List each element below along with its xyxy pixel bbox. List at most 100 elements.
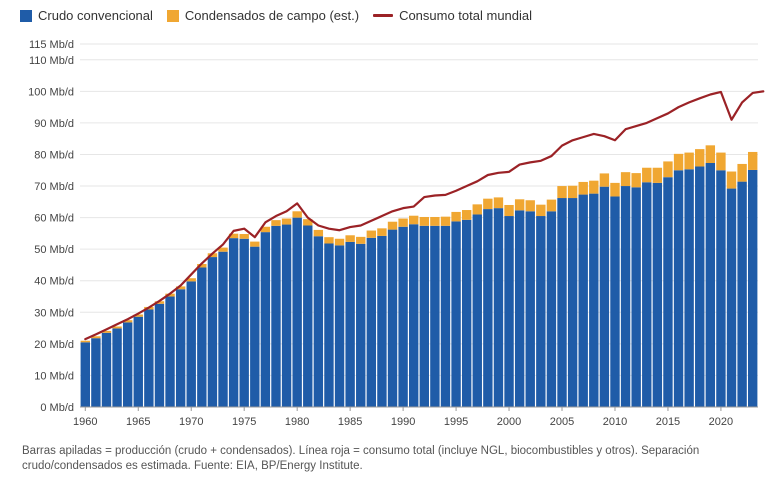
bar-crude-1996 <box>461 219 472 407</box>
bar-condensate-1981 <box>303 219 313 226</box>
bar-crude-2016 <box>673 170 684 407</box>
legend-item-crude[interactable]: Crudo convencional <box>20 8 153 23</box>
legend-item-consumption[interactable]: Consumo total mundial <box>373 8 532 23</box>
bar-crude-2019 <box>705 163 716 407</box>
bar-condensate-2020 <box>716 152 726 171</box>
bar-crude-2013 <box>642 182 652 407</box>
x-tick-label-1965: 1965 <box>126 416 150 428</box>
bar-condensate-2005 <box>557 186 567 199</box>
y-tick-label-60: 60 Mb/d <box>34 213 74 225</box>
bar-crude-1995 <box>451 221 461 407</box>
x-tick-label-2020: 2020 <box>709 416 733 428</box>
x-tick-label-1980: 1980 <box>285 416 309 428</box>
bar-crude-1974 <box>228 238 239 407</box>
bar-condensate-2006 <box>567 185 578 199</box>
bar-condensate-1995 <box>451 211 461 222</box>
bar-crude-1989 <box>387 229 398 407</box>
bar-condensate-1992 <box>419 216 429 226</box>
bar-crude-2014 <box>652 182 663 407</box>
y-tick-label-20: 20 Mb/d <box>34 339 74 351</box>
bar-crude-1994 <box>440 225 451 407</box>
bar-crude-2012 <box>631 187 641 407</box>
bar-condensate-1968 <box>165 293 175 297</box>
bar-condensate-2016 <box>673 153 684 171</box>
bar-condensate-2021 <box>726 171 737 189</box>
bar-crude-1984 <box>334 245 345 407</box>
bar-crude-1992 <box>419 225 429 407</box>
bar-crude-1978 <box>271 225 281 407</box>
x-tick-label-1975: 1975 <box>232 416 256 428</box>
bar-crude-2020 <box>716 170 726 407</box>
bar-crude-1999 <box>493 208 504 407</box>
y-tick-label-80: 80 Mb/d <box>34 149 74 161</box>
bar-condensate-2017 <box>684 152 694 170</box>
bar-crude-1965 <box>133 316 143 407</box>
bar-condensate-2004 <box>546 199 557 212</box>
bar-condensate-1990 <box>398 218 408 227</box>
bar-condensate-1993 <box>430 216 440 226</box>
bar-condensate-1989 <box>387 221 398 230</box>
bar-crude-1982 <box>313 236 324 407</box>
bar-condensate-1963 <box>112 326 122 329</box>
y-tick-label-70: 70 Mb/d <box>34 181 74 193</box>
bar-condensate-2023 <box>748 151 758 170</box>
bar-crude-2006 <box>567 198 578 407</box>
bar-crude-1972 <box>207 257 218 407</box>
bar-crude-1991 <box>409 224 419 407</box>
bar-condensate-1973 <box>218 247 228 252</box>
bar-condensate-1974 <box>228 233 239 239</box>
bar-condensate-1997 <box>472 204 482 215</box>
legend: Crudo convencional Condensados de campo … <box>20 8 532 23</box>
bar-condensate-2007 <box>578 181 588 195</box>
bar-condensate-1970 <box>186 278 196 282</box>
y-tick-label-50: 50 Mb/d <box>34 244 74 256</box>
bar-condensate-1977 <box>260 226 271 233</box>
bar-crude-1987 <box>366 237 377 407</box>
bar-crude-1967 <box>154 303 165 407</box>
bar-crude-1980 <box>292 217 302 407</box>
bar-crude-1977 <box>260 232 271 407</box>
bar-crude-1971 <box>197 267 207 407</box>
bar-crude-2003 <box>536 216 546 407</box>
bar-crude-1962 <box>101 332 112 407</box>
bar-crude-2023 <box>748 169 758 407</box>
bar-condensate-1962 <box>101 330 112 333</box>
bar-condensate-1967 <box>154 301 165 304</box>
stacked-bar-chart: 0 Mb/d 10 Mb/d 20 Mb/d 30 Mb/d 40 Mb/d 50 Mb/… <box>28 39 765 428</box>
bar-condensate-1988 <box>377 228 387 236</box>
bar-condensate-1984 <box>334 238 345 246</box>
bar-condensate-1975 <box>239 234 249 239</box>
bar-crude-2004 <box>546 211 557 407</box>
y-tick-label-30: 30 Mb/d <box>34 307 74 319</box>
bar-crude-2017 <box>684 169 694 407</box>
x-tick-label-1960: 1960 <box>73 416 97 428</box>
bar-crude-2021 <box>726 188 737 407</box>
bar-crude-1970 <box>186 281 196 407</box>
bar-crude-1963 <box>112 328 122 407</box>
bar-crude-1988 <box>377 235 387 407</box>
y-tick-label-110: 110 Mb/d <box>29 55 74 67</box>
bar-crude-1981 <box>303 225 313 407</box>
chart-footnote: Barras apiladas = producción (crudo + co… <box>22 445 700 472</box>
bar-condensate-2022 <box>737 163 747 182</box>
bar-condensate-2015 <box>663 161 673 178</box>
legend-item-condensate[interactable]: Condensados de campo (est.) <box>166 8 359 23</box>
bar-crude-1969 <box>175 289 186 407</box>
bar-condensate-2011 <box>620 172 631 187</box>
bar-condensate-1983 <box>324 237 334 244</box>
bar-condensate-1986 <box>356 236 366 244</box>
x-tick-label-1990: 1990 <box>391 416 415 428</box>
bar-condensate-1960 <box>80 340 90 343</box>
bar-condensate-1994 <box>440 216 451 226</box>
bar-crude-2009 <box>599 186 610 407</box>
bar-condensate-2008 <box>589 180 599 194</box>
bar-crude-1964 <box>122 322 133 407</box>
bar-crude-2000 <box>504 216 514 407</box>
bar-crude-1979 <box>281 224 292 407</box>
bar-crude-1961 <box>91 338 101 407</box>
bar-condensate-1987 <box>366 230 377 238</box>
y-tick-label-40: 40 Mb/d <box>34 276 74 288</box>
legend-label-crude: Crudo convencional <box>38 8 153 23</box>
bar-condensate-2012 <box>631 173 641 188</box>
x-tick-label-2005: 2005 <box>550 416 574 428</box>
